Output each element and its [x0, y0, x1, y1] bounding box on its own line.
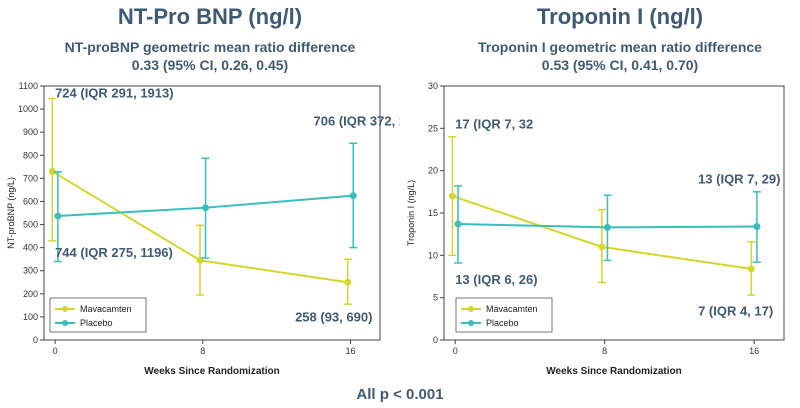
troponin-legend-label-mavacamten: Mavacamten: [486, 304, 538, 314]
ntprobnp-annotation: 724 (IQR 291, 1913): [55, 86, 174, 101]
ntprobnp-legend-box: [49, 297, 147, 333]
troponin-x-axis-label: Weeks Since Randomization: [546, 366, 681, 377]
troponin-placebo-point: [753, 223, 761, 231]
troponin-annotation: 13 (IQR 7, 29): [698, 171, 780, 186]
troponin-x-tick-label: 0: [453, 346, 458, 356]
ntprobnp-y-tick-label: 200: [23, 289, 38, 299]
troponin-y-tick-label: 15: [428, 208, 438, 218]
troponin-y-axis-label: Troponin I (ng/L): [406, 180, 416, 246]
chart-2-subtitle-line-1: Troponin I geometric mean ratio differen…: [478, 39, 762, 55]
ntprobnp-y-axis-label: NT-proBNP (ng/L): [6, 177, 16, 249]
ntprobnp-legend-marker-placebo: [62, 320, 68, 326]
ntprobnp-legend-marker-mavacamten: [62, 306, 68, 312]
ntprobnp-y-tick-label: 600: [23, 196, 38, 206]
ntprobnp-y-tick-label: 100: [23, 312, 38, 322]
troponin-annotation: 17 (IQR 7, 32: [455, 116, 533, 131]
ntprobnp-plot-frame: [43, 85, 381, 341]
ntprobnp-mavacamten-point: [48, 167, 56, 175]
ntprobnp-placebo-point: [54, 212, 62, 220]
troponin-y-tick-label: 5: [433, 293, 438, 303]
chart-2-subtitle: Troponin I geometric mean ratio differen…: [445, 38, 795, 74]
troponin-chart: 0 5 10 15 20 25 30 0 8 16 Weeks Since Randomizatio…: [406, 81, 785, 377]
ntprobnp-annotation: 258 (93, 690): [295, 310, 372, 325]
troponin-placebo-point: [454, 220, 462, 228]
ntprobnp-annotation: 744 (IQR 275, 1196): [55, 245, 173, 260]
ntprobnp-placebo-point: [202, 204, 210, 212]
troponin-x-tick-label: 16: [749, 346, 759, 356]
ntprobnp-annotation: 706 (IQR 372, 1318): [314, 113, 400, 128]
chart-1-subtitle-line-2: 0.33 (95% CI, 0.26, 0.45): [131, 57, 289, 73]
troponin-annotation: 13 (IQR 6, 26): [455, 272, 537, 287]
ntprobnp-y-tick-label: 1100: [19, 81, 38, 91]
ntprobnp-y-tick-label: 700: [23, 173, 38, 183]
troponin-mavacamten-point: [448, 192, 456, 200]
ntprobnp-x-tick-label: 16: [345, 346, 355, 356]
ntprobnp-x-axis-label: Weeks Since Randomization: [144, 366, 279, 377]
ntprobnp-legend-label-mavacamten: Mavacamten: [80, 304, 132, 314]
troponin-annotation: 7 (IQR 4, 17): [698, 303, 773, 318]
ntprobnp-mavacamten-point: [344, 278, 352, 286]
troponin-placebo-point: [603, 223, 611, 231]
troponin-y-tick-label: 10: [428, 250, 438, 260]
chart-2-title: Troponin I (ng/l): [536, 4, 704, 29]
troponin-x-tick-label: 8: [602, 346, 607, 356]
troponin-legend-marker-mavacamten: [468, 306, 474, 312]
ntprobnp-y-tick-label: 800: [23, 150, 38, 160]
chart-1-subtitle: NT-proBNP geometric mean ratio differenc…: [40, 38, 380, 74]
troponin-y-tick-label: 20: [428, 166, 438, 176]
ntprobnp-y-tick-label: 0: [33, 335, 38, 345]
ntprobnp-y-tick-label: 1000: [18, 104, 38, 114]
ntprobnp-legend-label-placebo: Placebo: [80, 318, 113, 328]
ntprobnp-y-tick-label: 900: [23, 127, 38, 137]
troponin-y-tick-label: 0: [433, 335, 438, 345]
troponin-mavacamten-point: [598, 243, 606, 251]
troponin-mavacamten-point: [747, 265, 755, 273]
troponin-y-tick-label: 25: [428, 123, 438, 133]
footer-p-value: All p < 0.001: [356, 386, 444, 403]
chart-1-title: NT-Pro BNP (ng/l): [117, 4, 303, 29]
ntprobnp-x-tick-label: 0: [53, 346, 58, 356]
ntprobnp-y-tick-label: 300: [23, 266, 38, 276]
nt-probnp-chart: 0 100 200 300 400 500 600 700 800 900 1000 1100 0 8 16…: [6, 81, 400, 377]
chart-1-subtitle-line-1: NT-proBNP geometric mean ratio differenc…: [64, 39, 356, 55]
troponin-legend-label-placebo: Placebo: [486, 318, 519, 328]
ntprobnp-y-tick-label: 500: [23, 220, 38, 230]
ntprobnp-x-tick-label: 8: [200, 346, 205, 356]
troponin-y-tick-label: 30: [428, 81, 438, 91]
ntprobnp-y-tick-label: 400: [23, 243, 38, 253]
chart-2-subtitle-line-2: 0.53 (95% CI, 0.41, 0.70): [541, 57, 699, 73]
troponin-legend-marker-placebo: [468, 320, 474, 326]
troponin-legend-box: [455, 297, 553, 333]
ntprobnp-placebo-point: [349, 192, 357, 200]
